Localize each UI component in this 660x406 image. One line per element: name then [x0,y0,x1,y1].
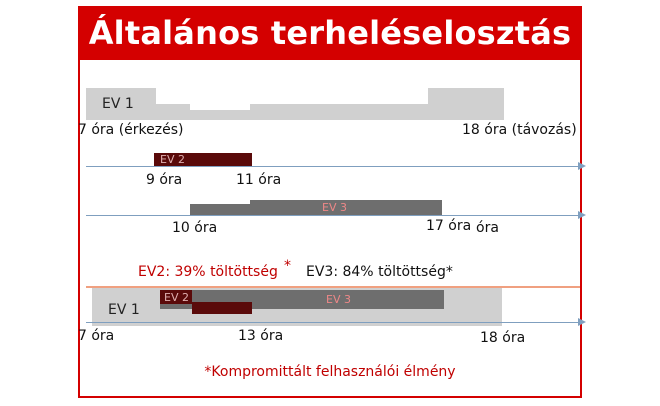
row3-end-label: 17 óra [426,218,472,234]
ev3-bar [250,200,442,215]
combined-ev3-label: EV 3 [326,293,351,306]
row3-end-label-extra: óra [476,220,499,236]
combined-top-line [86,286,580,288]
ev3-charge-summary: EV3: 84% töltöttség* [306,264,453,280]
combined-ev1-label: EV 1 [108,302,140,318]
combined-start-label: 7 óra [78,328,115,344]
row1-start-label: 7 óra (érkezés) [78,122,184,138]
ev1-block-step3 [250,104,428,120]
ev3-bar-lead [190,204,250,215]
row3-axis [86,215,580,216]
slide-title: Általános terheléselosztás [78,6,582,60]
combined-mid-label: 13 óra [238,328,284,344]
combined-ev2-label: EV 2 [164,291,189,304]
combined-ev2-overlap [192,302,252,314]
row3-start-label: 10 óra [172,220,218,236]
ev1-label: EV 1 [102,96,134,112]
ev2-charge-mark: * [284,258,291,274]
ev3-bar-label: EV 3 [322,201,347,214]
row2-start-label: 9 óra [146,172,183,188]
row1-end-label: 18 óra (távozás) [462,122,577,138]
row2-end-label: 11 óra [236,172,282,188]
row2-axis [86,166,580,167]
row3-axis-arrow [578,211,586,219]
footnote: *Kompromittált felhasználói élmény [204,364,456,380]
combined-end-label: 18 óra [480,330,526,346]
row2-axis-arrow [578,162,586,170]
ev1-block-step1 [156,104,190,120]
ev1-block-start [86,88,156,120]
combined-axis-arrow [578,318,586,326]
ev1-block-step2 [190,110,250,120]
ev1-block-end [428,88,504,120]
combined-ev2-bar [160,290,192,304]
ev2-charge-summary: EV2: 39% töltöttség [138,264,278,280]
ev2-bar-label: EV 2 [160,153,185,166]
ev2-bar [154,153,252,166]
combined-axis [86,322,580,323]
